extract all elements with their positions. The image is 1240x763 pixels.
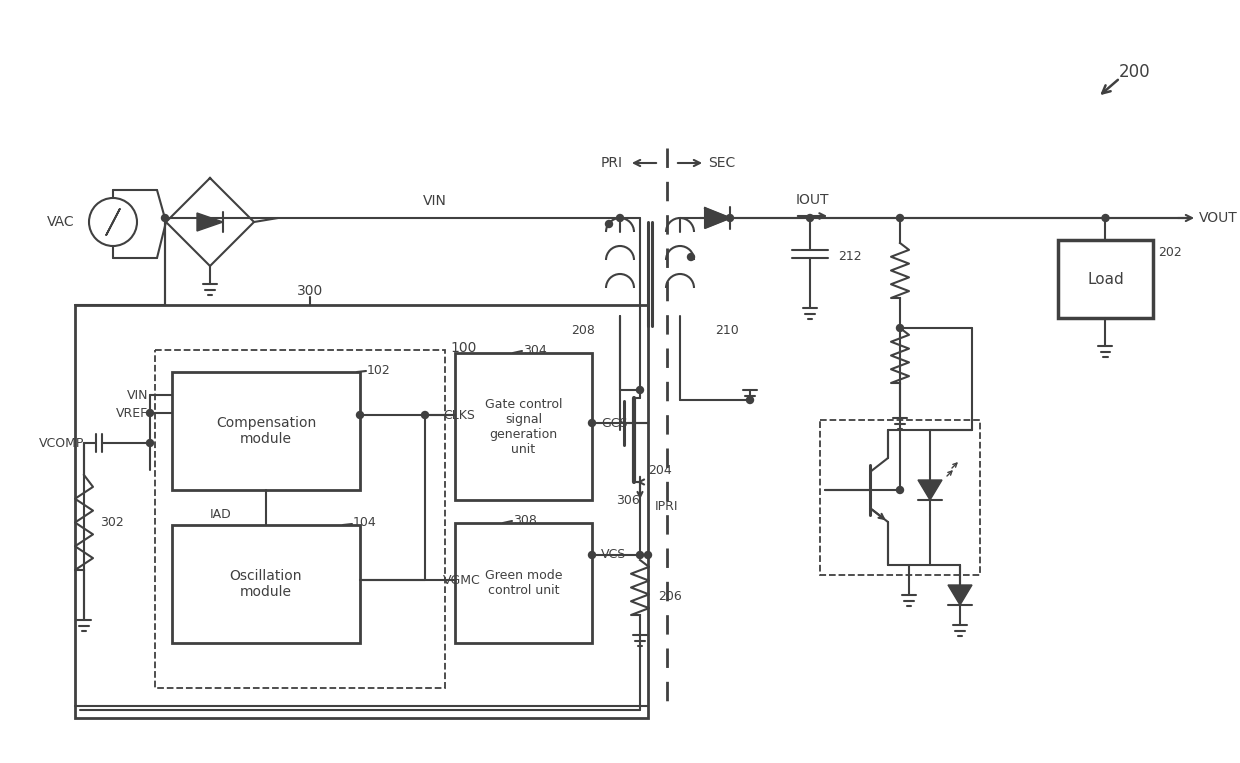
Polygon shape <box>949 585 972 605</box>
Circle shape <box>161 214 169 221</box>
Text: 210: 210 <box>715 324 739 336</box>
Circle shape <box>146 439 154 446</box>
Circle shape <box>746 397 754 404</box>
Circle shape <box>616 214 624 221</box>
Text: Gate control
signal
generation
unit: Gate control signal generation unit <box>485 398 562 456</box>
Circle shape <box>636 552 644 559</box>
Circle shape <box>422 411 429 418</box>
Circle shape <box>897 487 904 494</box>
Circle shape <box>727 214 734 221</box>
Polygon shape <box>918 480 942 500</box>
Circle shape <box>897 324 904 331</box>
Polygon shape <box>197 213 223 231</box>
Text: PRI: PRI <box>601 156 622 170</box>
Circle shape <box>589 420 595 427</box>
Text: VOUT: VOUT <box>1199 211 1238 225</box>
Text: IPRI: IPRI <box>655 501 678 513</box>
Polygon shape <box>706 208 730 228</box>
Text: Oscillation
module: Oscillation module <box>229 569 303 599</box>
Text: 212: 212 <box>838 250 862 262</box>
Text: Load: Load <box>1087 272 1123 286</box>
Text: 102: 102 <box>367 363 391 376</box>
Text: VIN: VIN <box>423 194 446 208</box>
Text: GCS: GCS <box>601 417 627 430</box>
Circle shape <box>1102 214 1109 221</box>
Circle shape <box>806 214 813 221</box>
Text: 204: 204 <box>649 463 672 477</box>
Circle shape <box>357 411 363 418</box>
Text: IOUT: IOUT <box>795 193 828 207</box>
Text: Compensation
module: Compensation module <box>216 416 316 446</box>
Circle shape <box>146 410 154 417</box>
Text: VCOMP: VCOMP <box>38 436 84 449</box>
Polygon shape <box>172 372 360 490</box>
Text: 200: 200 <box>1120 63 1151 81</box>
Circle shape <box>636 387 644 394</box>
Circle shape <box>589 552 595 559</box>
Text: 104: 104 <box>353 517 377 530</box>
Polygon shape <box>74 305 649 718</box>
Text: 100: 100 <box>450 341 476 355</box>
Circle shape <box>687 253 694 260</box>
Circle shape <box>645 552 651 559</box>
Text: VAC: VAC <box>47 215 74 229</box>
Text: VIN: VIN <box>126 388 148 401</box>
Circle shape <box>897 214 904 221</box>
Text: IAD: IAD <box>210 508 232 521</box>
Polygon shape <box>172 525 360 643</box>
Text: VREF: VREF <box>115 407 148 420</box>
Polygon shape <box>1058 240 1153 318</box>
Text: VGMC: VGMC <box>443 574 481 587</box>
Text: Green mode
control unit: Green mode control unit <box>485 569 562 597</box>
Text: VCS: VCS <box>601 549 626 562</box>
Polygon shape <box>455 353 591 500</box>
Text: 208: 208 <box>572 324 595 336</box>
Text: 300: 300 <box>296 284 324 298</box>
Text: 206: 206 <box>658 591 682 604</box>
Circle shape <box>605 221 613 227</box>
Text: 308: 308 <box>513 513 537 526</box>
Text: 306: 306 <box>616 494 640 507</box>
Text: 302: 302 <box>100 516 124 529</box>
Polygon shape <box>455 523 591 643</box>
Text: SEC: SEC <box>708 156 735 170</box>
Text: CLKS: CLKS <box>443 408 475 421</box>
Text: 202: 202 <box>1158 246 1182 259</box>
Text: 304: 304 <box>523 343 547 356</box>
